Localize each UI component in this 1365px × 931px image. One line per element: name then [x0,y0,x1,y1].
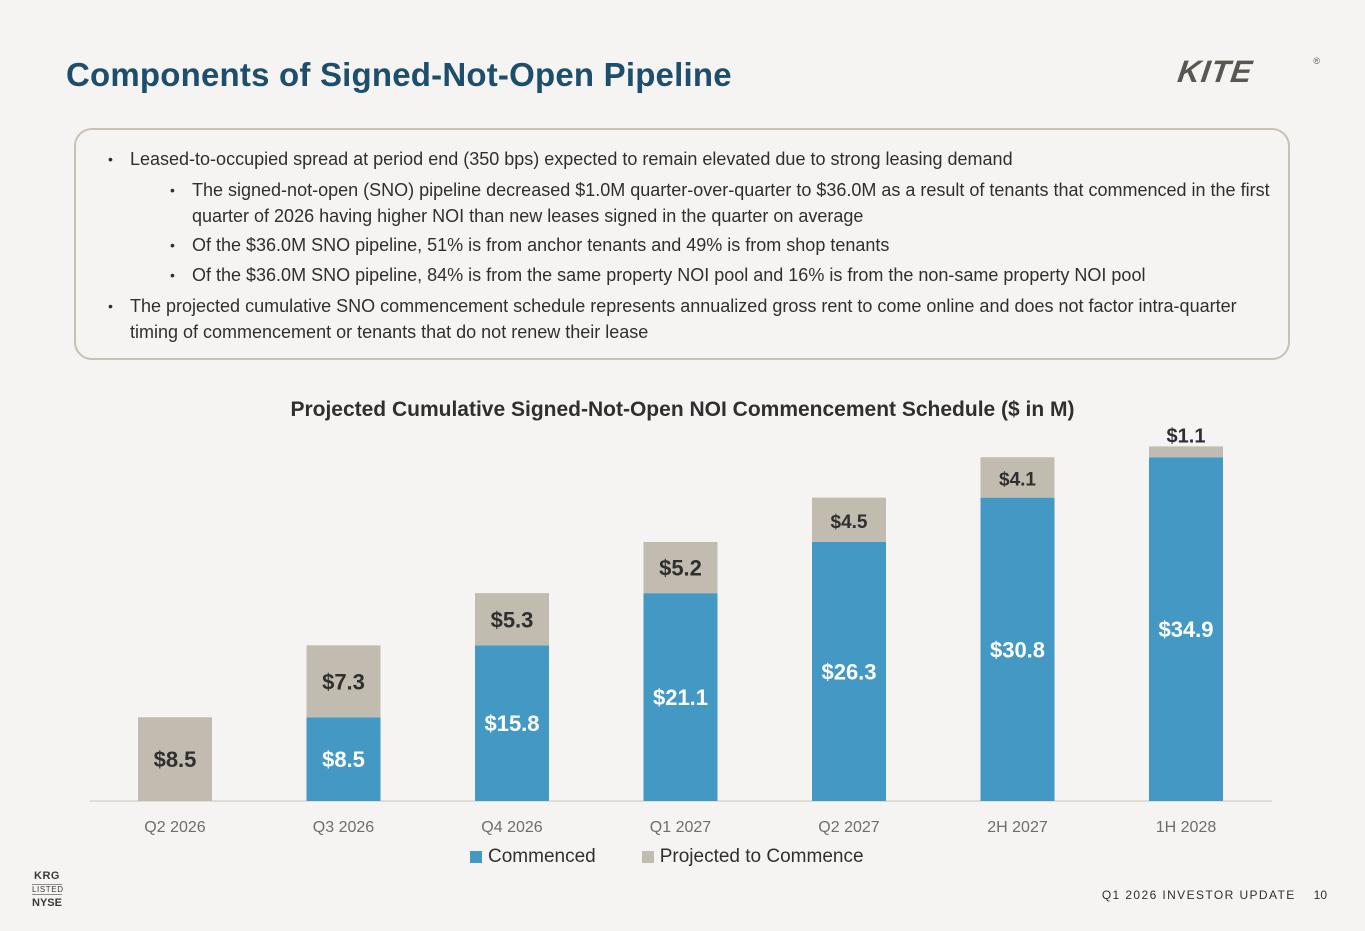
data-label: $8.5 [154,747,197,772]
page-title: Components of Signed-Not-Open Pipeline [66,56,732,93]
bar-commenced [1149,457,1223,801]
exchange-badge: KRG LISTED NYSE [32,870,64,909]
bar-projected [812,497,886,542]
data-label: $8.5 [322,747,365,772]
note-text: Of the $36.0M SNO pipeline, 84% is from … [192,265,1146,285]
data-label: $34.9 [1158,617,1213,642]
bar-commenced [475,645,549,801]
bar-projected [475,593,549,646]
data-label: $1.1 [1167,425,1206,447]
stacked-bar-chart: $8.5 Q2 2026 $8.5 $7.3 Q3 2026 $15.8 $5.3 Q4 20… [90,425,1272,836]
note-item: • Leased-to-occupied spread at period end… [108,146,1270,172]
kite-logo: KITE ® [1176,40,1320,89]
note-subitem: • Of the $36.0M SNO pipeline, 51% is from… [170,232,1272,258]
data-label: $30.8 [990,637,1045,662]
bullet-icon: • [170,237,175,253]
bar-projected [138,717,212,801]
bar-commenced [306,717,381,801]
bar-projected [1149,446,1223,458]
legend-label: Projected to Commence [659,846,864,867]
bar-commenced [812,541,886,801]
note-subitem: • Of the $36.0M SNO pipeline, 84% is from… [170,262,1272,288]
note-text: The signed-not-open (SNO) pipeline decre… [192,180,1270,226]
exchange-listed: LISTED [32,884,64,895]
footer: Q1 2026 INVESTOR UPDATE 10 [1102,888,1327,902]
logo-wordmark: KITE [1175,54,1256,89]
legend-label: Commenced [488,846,596,867]
data-label: $7.3 [322,669,365,694]
x-tick-label: Q4 2026 [481,819,542,836]
data-label: $5.2 [659,556,702,581]
x-tick-label: Q2 2026 [144,819,205,836]
registered-mark: ® [1313,56,1320,66]
chart-legend: Commenced Projected to Commence [470,846,910,868]
page-number: 10 [1313,888,1327,902]
legend-swatch-projected [641,851,654,863]
note-text: Of the $36.0M SNO pipeline, 51% is from … [192,235,890,255]
data-label: $15.8 [484,711,539,736]
bar-commenced [643,593,718,801]
data-label: $26.3 [821,659,876,684]
bullet-icon: • [108,151,113,167]
note-text: The projected cumulative SNO commencemen… [130,296,1237,342]
legend-item-commenced: Commenced [470,846,596,868]
note-text: Leased-to-occupied spread at period end … [130,149,1013,169]
exchange-ticker: KRG [34,870,60,882]
x-tick-label: 1H 2028 [1156,819,1217,836]
bullet-icon: • [108,298,113,314]
data-label: $4.1 [999,469,1036,490]
note-item: • The projected cumulative SNO commenceme… [108,293,1270,345]
chart-title: Projected Cumulative Signed-Not-Open NOI… [290,398,1075,421]
legend-item-projected: Projected to Commence [641,846,864,868]
x-tick-label: Q1 2027 [650,819,711,836]
data-label: $4.5 [831,512,868,533]
notes-box: • Leased-to-occupied spread at period end… [74,128,1290,360]
bar-projected [980,457,1055,498]
footer-label: Q1 2026 INVESTOR UPDATE [1101,888,1296,902]
bullet-icon: • [170,267,175,283]
legend-swatch-commenced [470,851,482,863]
x-tick-label: Q3 2026 [313,819,374,836]
data-label: $21.1 [653,685,708,710]
bullet-icon: • [170,182,175,198]
x-tick-label: 2H 2027 [987,819,1048,836]
bar-projected [643,541,718,594]
note-subitem: • The signed-not-open (SNO) pipeline decr… [170,177,1272,229]
data-label: $5.3 [491,607,534,632]
bar-projected [306,645,381,718]
bar-commenced [980,497,1055,801]
exchange-name: NYSE [32,897,62,909]
x-tick-label: Q2 2027 [818,819,879,836]
